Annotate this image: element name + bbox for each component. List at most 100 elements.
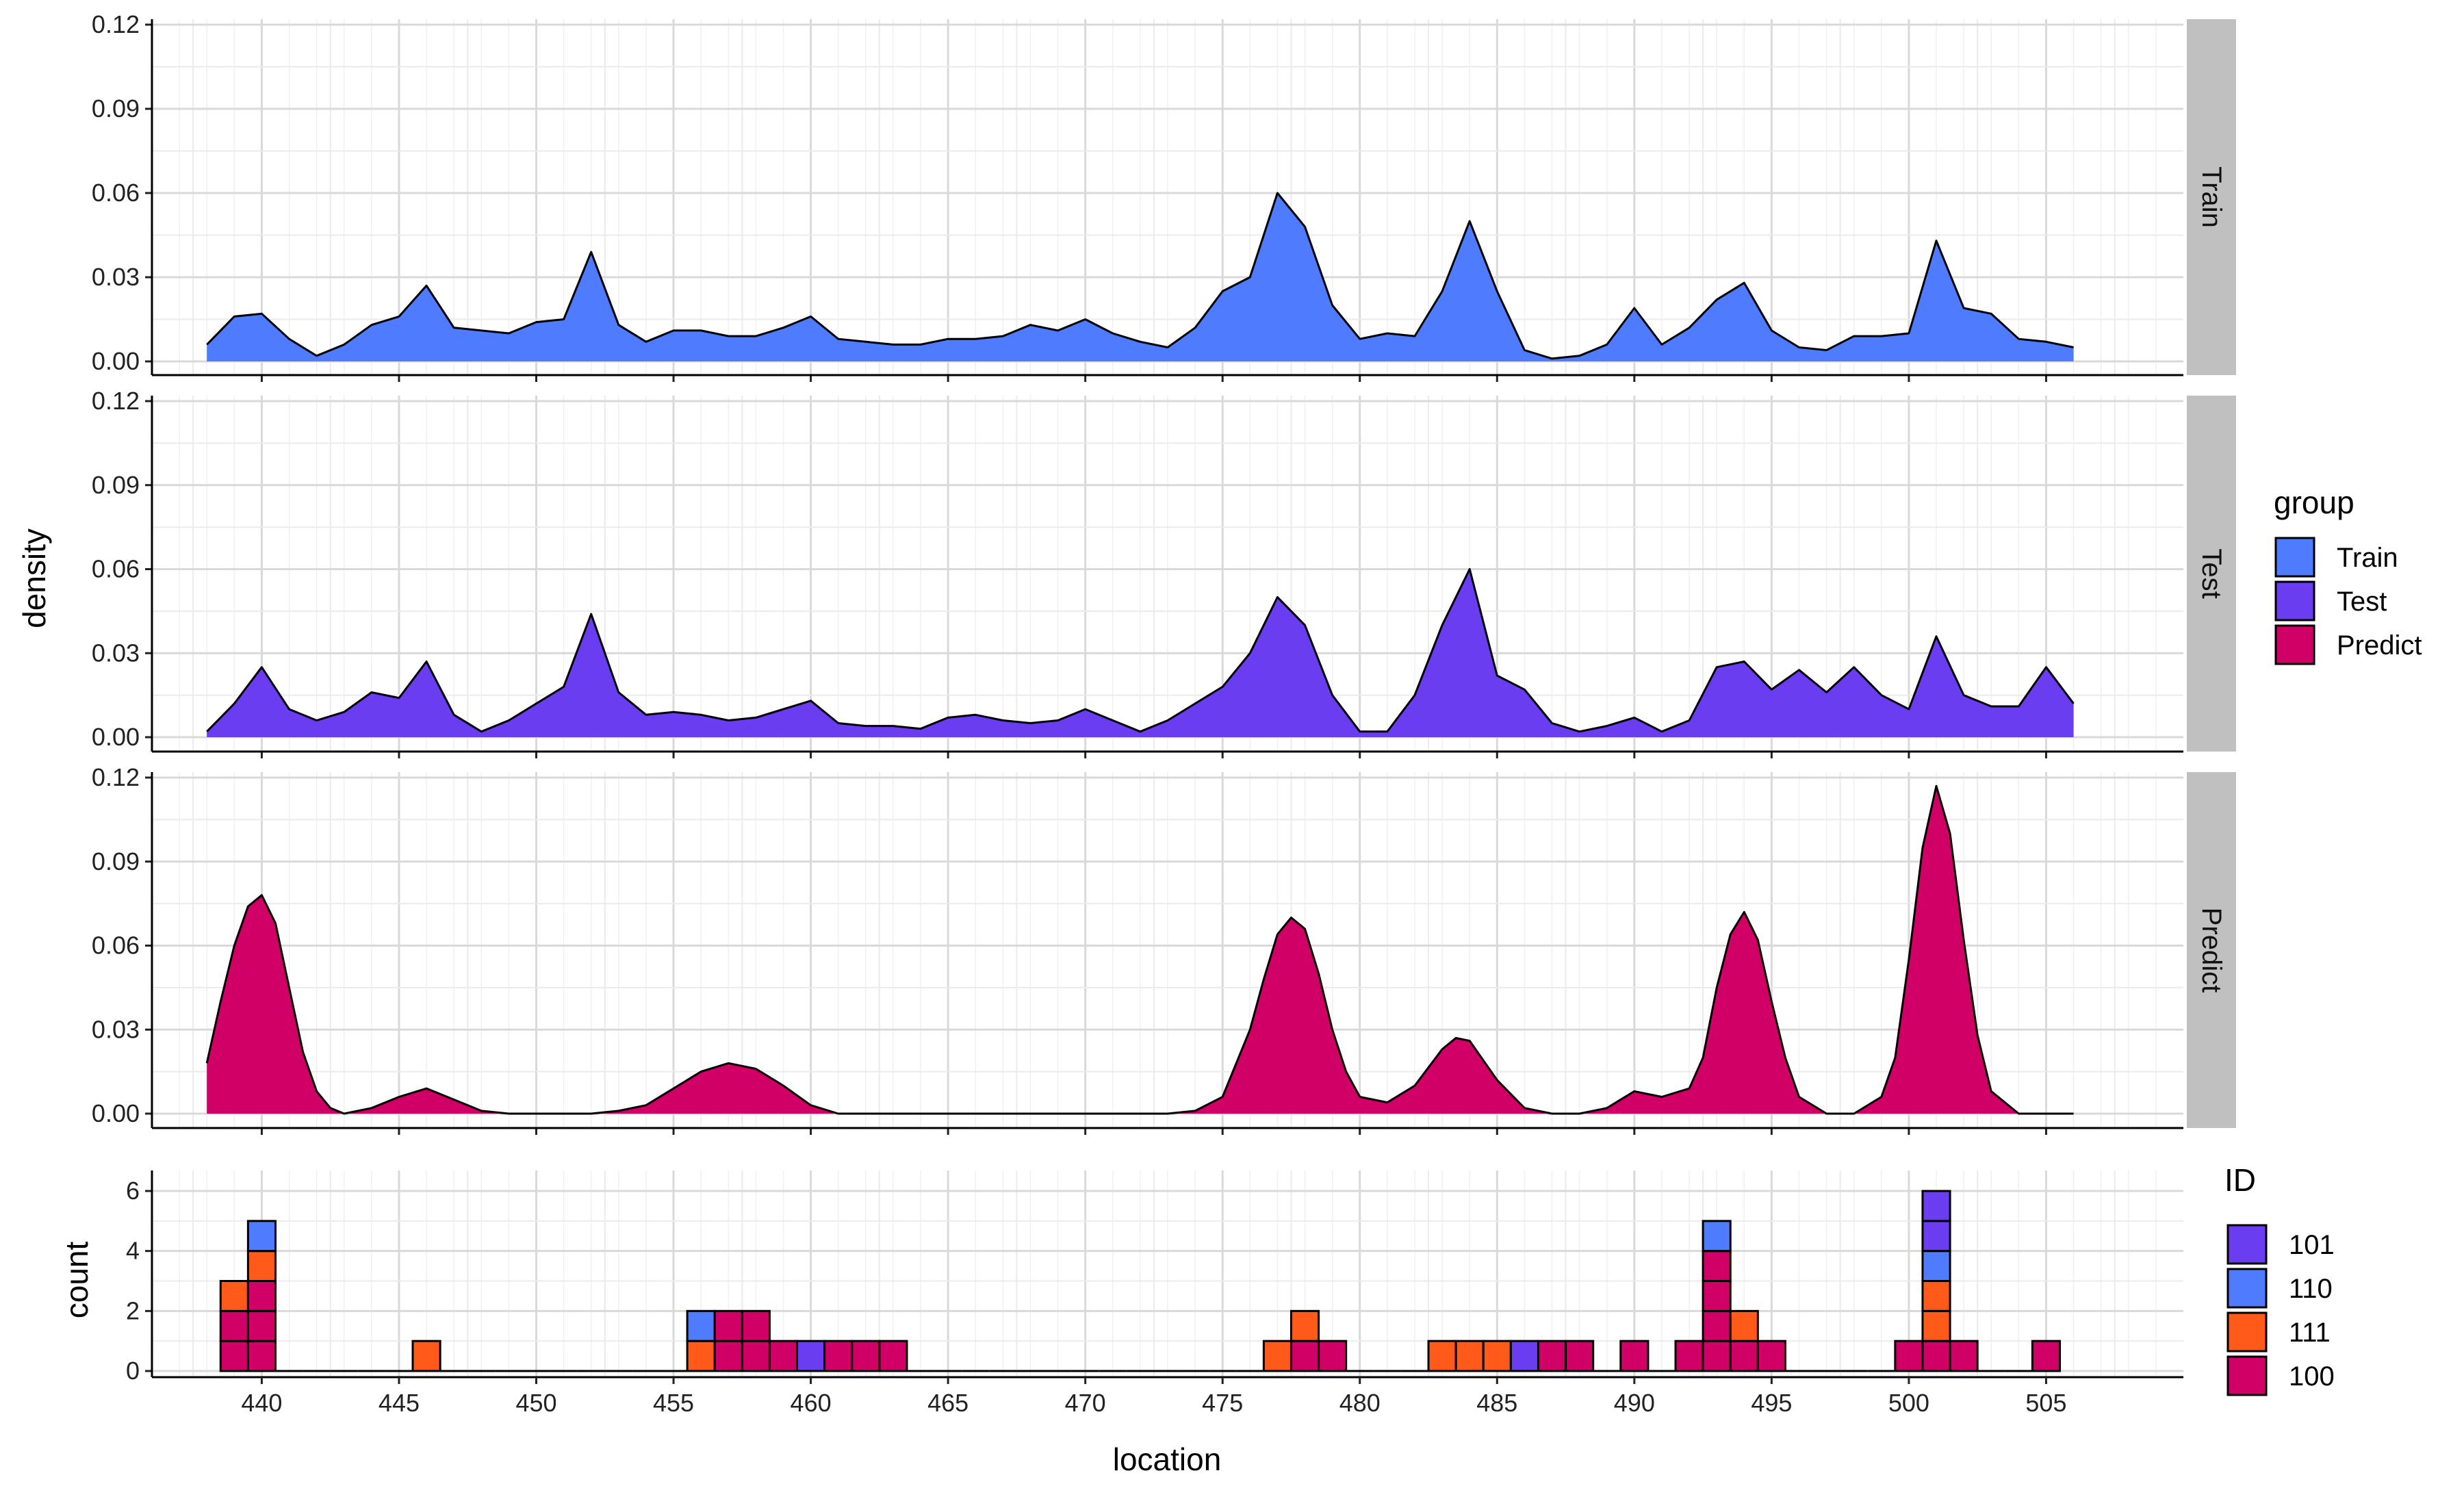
histogram-bar-id-100 [1729,1340,1759,1372]
histogram-bar-id-100 [1702,1250,1732,1282]
histogram-bar-id-100 [1949,1340,1979,1372]
x-tick-label: 470 [1065,1389,1106,1417]
histogram-bar-id-100 [713,1340,743,1372]
legend-label: 111 [2289,1318,2331,1348]
empty-bin [2005,1370,2033,1372]
empty-bin [275,1370,303,1372]
empty-bin [385,1370,413,1372]
id-legend-title: ID [2224,1162,2256,1198]
y-tick-label: 0.09 [92,94,140,123]
empty-bin [1346,1370,1374,1372]
empty-bin [1016,1370,1044,1372]
y-tick-label: 0.09 [92,471,140,499]
histogram-bar-id-101 [796,1340,826,1372]
density-area-train [207,193,2074,361]
legend-label: 101 [2289,1230,2335,1260]
y-tick-label: 0.06 [92,555,140,583]
histogram-bar-id-100 [1702,1340,1732,1372]
y-tick-label: 0.00 [92,1099,140,1127]
y-tick-label: 0.12 [92,10,140,38]
y-tick-label: 0.06 [92,179,140,207]
histogram-bar-id-111 [1921,1309,1951,1342]
legend-swatch-id-110 [2226,1268,2268,1309]
histogram-bar-id-100 [878,1340,908,1372]
empty-bin [1647,1370,1676,1372]
y-tick-label: 2 [126,1296,140,1324]
y-tick-label: 6 [126,1177,140,1205]
empty-bin [1593,1370,1621,1372]
y-tick-label: 0.00 [92,723,140,751]
x-tick-label: 495 [1751,1389,1792,1417]
histogram-bar-id-111 [1262,1340,1292,1372]
histogram-bar-id-101 [1509,1340,1539,1372]
legend-label: 110 [2289,1274,2333,1304]
facet-panel-train: 0.00 0.03 0.06 0.09 0.12 Train [92,10,2236,382]
facet-strip-predict [2187,772,2236,1128]
empty-bin [357,1370,385,1372]
histogram-bar-id-111 [1427,1340,1457,1372]
empty-bin [906,1370,935,1372]
empty-bin [1044,1370,1072,1372]
histogram-bar-id-111 [411,1340,441,1372]
x-tick-label: 465 [927,1389,968,1417]
empty-bin [1373,1370,1401,1372]
empty-bin [1400,1370,1429,1372]
histogram-bar-id-110 [686,1309,716,1342]
histogram-bar-id-100 [1894,1340,1924,1372]
legends-layer: group Train Test Predict ID 101 110 111 100 [2224,485,2422,1396]
empty-bin [550,1370,578,1372]
empty-bin [1099,1370,1127,1372]
histogram-bar-id-111 [1921,1280,1951,1312]
histogram-bar-id-100 [1619,1340,1650,1372]
empty-bin [1153,1370,1182,1372]
group-legend: group Train Test Predict [2274,485,2422,665]
empty-bin [962,1370,990,1372]
histogram-bar-id-111 [219,1280,249,1312]
histogram-bar-id-100 [741,1309,771,1342]
y-tick-label: 0.12 [92,763,140,791]
histogram-bar-id-100 [246,1340,277,1372]
histogram-bar-id-100 [1565,1340,1595,1372]
y-tick-label: 0.03 [92,1015,140,1043]
histogram-bar-id-111 [1482,1340,1512,1372]
x-tick-label: 450 [515,1389,556,1417]
empty-bin [1126,1370,1154,1372]
histogram-bar-id-111 [246,1250,277,1282]
histogram-bar-id-100 [1921,1340,1951,1372]
histogram-bar-id-100 [713,1309,743,1342]
x-tick-label: 500 [1888,1389,1929,1417]
empty-bin [1236,1370,1264,1372]
histogram-panel: 0 2 4 6 440 445 450 455 460 465 470 475 480 485 490 495… [126,1170,2183,1417]
empty-bin [330,1370,358,1372]
y-tick-label: 0.00 [92,347,140,375]
id-legend: ID 101 110 111 100 [2224,1162,2335,1396]
y-tick-label: 0.09 [92,847,140,875]
histogram-bar-id-111 [1289,1309,1320,1342]
empty-bin [577,1370,605,1372]
density-curve-train [206,192,2074,360]
histogram-bar-id-100 [1702,1309,1732,1342]
histogram-bar-id-100 [1289,1340,1320,1372]
legend-swatch-train [2274,537,2315,578]
empty-bin [1867,1370,1895,1372]
facet-strip-test [2187,396,2236,752]
x-tick-label: 485 [1476,1389,1517,1417]
legend-label: Predict [2337,630,2422,661]
facet-strip-label: Predict [2196,908,2226,993]
legend-label: Train [2337,543,2398,573]
histogram-bar-id-100 [1702,1280,1732,1312]
histogram-bar-id-101 [1921,1220,1951,1253]
empty-bin [934,1370,962,1372]
empty-bin [1071,1370,1099,1372]
facet-panel-predict: 0.00 0.03 0.06 0.09 0.12 Predict [92,763,2236,1135]
facet-strip-label: Train [2196,166,2226,228]
empty-bin [632,1370,660,1372]
panels-layer: 0.000.030.060.090.12Train0.000.030.060.0… [92,10,2236,1417]
x-axis-title: location [1113,1442,1222,1477]
empty-bin [1977,1370,2005,1372]
x-tick-label: 460 [791,1389,832,1417]
group-legend-title: group [2274,485,2354,520]
legend-label: Test [2337,587,2387,617]
histogram-bar-id-110 [246,1220,277,1253]
empty-bin [989,1370,1017,1372]
